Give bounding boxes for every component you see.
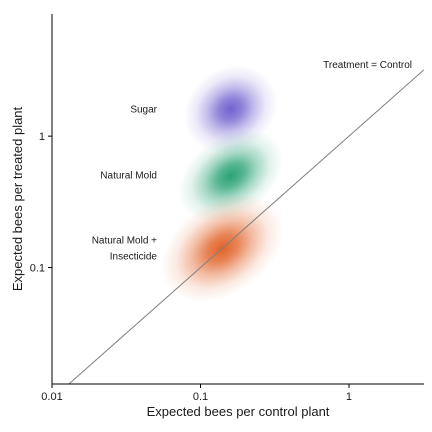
y-tick-label: 0.1 bbox=[30, 263, 45, 275]
series-label-1: Natural Mold bbox=[100, 171, 157, 182]
y-tick-label: 1 bbox=[39, 131, 45, 143]
x-tick-label: 0.1 bbox=[193, 391, 208, 403]
y-axis-title: Expected bees per treated plant bbox=[10, 106, 25, 291]
axes: 0.01 0.1 1 0.1 1 Expected bees per control pl… bbox=[10, 14, 424, 419]
series-label-2: Natural Mold + Insecticide bbox=[92, 235, 158, 262]
x-tick-label: 0.01 bbox=[41, 391, 62, 403]
x-tick-label: 1 bbox=[346, 391, 352, 403]
series-labels: Treatment = Control Sugar Natural Mold Natu… bbox=[92, 60, 412, 262]
x-axis-title: Expected bees per control plant bbox=[147, 404, 330, 419]
reference-line-group bbox=[68, 69, 424, 384]
density-blobs bbox=[161, 65, 284, 303]
reference-line bbox=[68, 69, 424, 384]
series-label-0: Sugar bbox=[130, 104, 157, 115]
reference-line-label: Treatment = Control bbox=[323, 60, 412, 71]
